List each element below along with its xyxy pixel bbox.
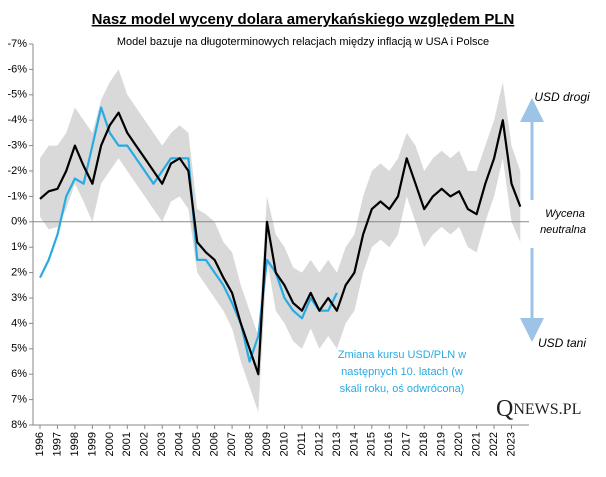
x-tick-label: 2012	[313, 432, 325, 456]
x-tick-label: 2001	[121, 432, 133, 456]
annotation: USD tani	[538, 336, 586, 350]
x-tick-label: 2000	[104, 432, 116, 456]
x-tick-label: 2006	[209, 432, 221, 456]
y-tick-label: 7%	[11, 394, 27, 406]
x-tick-label: 2018	[418, 432, 430, 456]
x-tick-label: 2009	[261, 432, 273, 456]
x-tick-label: 2010	[278, 432, 290, 456]
annotation: USD drogi	[534, 90, 590, 104]
x-tick-label: 2016	[383, 432, 395, 456]
x-tick-label: 2023	[505, 432, 517, 456]
y-tick-label: 5%	[11, 343, 27, 355]
x-tick-label: 2005	[191, 432, 203, 456]
x-tick-label: 2014	[348, 432, 360, 456]
series-line	[39, 111, 522, 376]
logo-q: Q	[496, 396, 513, 422]
x-tick-label: 1996	[34, 432, 46, 456]
x-tick-label: 2022	[488, 432, 500, 456]
blue-note: Zmiana kursu USD/PLN w	[338, 349, 466, 361]
x-tick-label: 2002	[139, 432, 151, 456]
y-tick-label: -5%	[7, 89, 27, 101]
logo-rest: NEWS.PL	[513, 401, 581, 418]
annotation: Wycena	[545, 208, 585, 220]
annotation: neutralna	[540, 224, 586, 236]
y-tick-label: -4%	[7, 114, 27, 126]
x-tick-label: 2020	[453, 432, 465, 456]
x-tick-label: 2017	[401, 432, 413, 456]
y-tick-label: 2%	[11, 267, 27, 279]
y-tick-label: 6%	[11, 368, 27, 380]
x-tick-label: 1999	[86, 432, 98, 456]
y-tick-label: 8%	[11, 419, 27, 431]
blue-note: następnych 10. latach (w	[341, 366, 463, 378]
x-tick-label: 2008	[243, 432, 255, 456]
x-tick-label: 1997	[51, 432, 63, 456]
y-tick-label: -2%	[7, 165, 27, 177]
y-tick-label: 3%	[11, 292, 27, 304]
y-tick-label: -6%	[7, 63, 27, 75]
logo: QNEWS.PL	[496, 396, 581, 422]
series-line	[39, 106, 338, 363]
x-tick-label: 2019	[436, 432, 448, 456]
x-tick-label: 2004	[174, 432, 186, 456]
chart-title: Nasz model wyceny dolara amerykańskiego …	[92, 11, 515, 28]
x-tick-label: 2003	[156, 432, 168, 456]
y-tick-label: 1%	[11, 241, 27, 253]
y-tick-label: -1%	[7, 190, 27, 202]
y-tick-label: -7%	[7, 38, 27, 50]
y-tick-label: 0%	[11, 216, 27, 228]
x-tick-label: 2021	[471, 432, 483, 456]
x-tick-label: 2011	[296, 432, 308, 456]
range-band	[40, 69, 521, 413]
x-tick-label: 2007	[226, 432, 238, 456]
x-tick-label: 1998	[69, 432, 81, 456]
y-tick-label: -3%	[7, 140, 27, 152]
chart-subtitle: Model bazuje na długoterminowych relacja…	[117, 36, 489, 48]
blue-note: skali roku, oś odwrócona)	[340, 383, 465, 395]
x-tick-label: 2013	[331, 432, 343, 456]
x-tick-label: 2015	[366, 432, 378, 456]
y-tick-label: 4%	[11, 317, 27, 329]
